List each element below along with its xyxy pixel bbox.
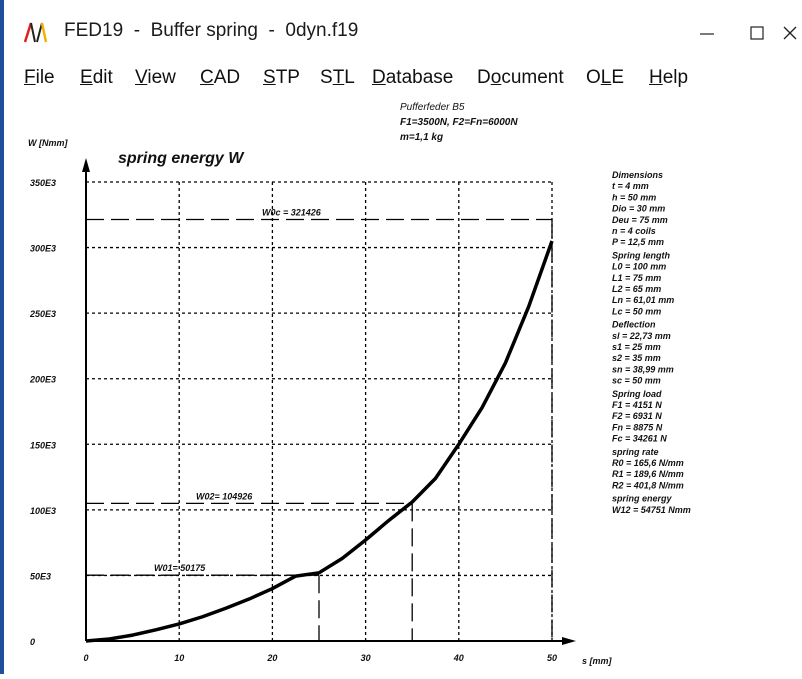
side-panel-line: Lc = 50 mm (612, 306, 661, 316)
maximize-button[interactable] (734, 8, 780, 58)
menu-stp[interactable]: STP (263, 67, 300, 88)
close-button[interactable] (778, 8, 802, 58)
side-panel-line: sn = 38,99 mm (612, 364, 674, 374)
energy-curve-group (85, 240, 554, 643)
annotation-label: W01= 50175 (154, 563, 206, 573)
minimize-button[interactable] (684, 8, 730, 58)
window-title: FED19 - Buffer spring - 0dyn.f19 (64, 20, 359, 41)
side-panel-line: R2 = 401,8 N/mm (612, 480, 684, 490)
y-tick-label: 0 (30, 637, 35, 647)
x-tick-labels: 0 10 20 30 40 50 (83, 653, 557, 663)
y-tick-label: 150E3 (30, 440, 56, 450)
y-tick-label: 200E3 (29, 375, 56, 385)
header-info: Pufferfeder B5 F1=3500N, F2=Fn=6000N m=1… (400, 102, 518, 143)
side-panel-line: R0 = 165,6 N/mm (612, 458, 684, 468)
x-tick-label: 20 (266, 653, 277, 663)
y-axis-label: W [Nmm] (28, 138, 68, 148)
side-panel-line: n = 4 coils (612, 226, 656, 236)
side-panel-line: L2 = 65 mm (612, 284, 661, 294)
maximize-icon (750, 26, 764, 40)
menu-help[interactable]: Help (649, 67, 689, 88)
spring-energy-chart: Pufferfeder B5 F1=3500N, F2=Fn=6000N m=1… (28, 102, 691, 666)
energy-curve (85, 240, 554, 643)
y-tick-labels: 0 50E3 100E3 150E3 200E3 250E3 300E3 350E3 (29, 178, 56, 647)
menu-edit[interactable]: Edit (80, 67, 113, 88)
menu-document[interactable]: Document (477, 67, 564, 88)
header-line-1: Pufferfeder B5 (400, 102, 465, 113)
side-panel-heading: spring energy (612, 494, 673, 504)
chart-title: spring energy W (118, 150, 245, 167)
side-panel-line: Fc = 34261 N (612, 434, 667, 444)
menu-bar: File Edit View CAD STP STL Database Docu… (4, 62, 802, 98)
side-panel-line: t = 4 mm (612, 181, 649, 191)
minimize-icon (700, 33, 714, 35)
side-panel-heading: Dimensions (612, 170, 663, 180)
header-line-3: m=1,1 kg (400, 132, 443, 143)
side-panel-heading: Deflection (612, 320, 656, 330)
menu-view[interactable]: View (135, 67, 176, 88)
fed-app-icon (23, 22, 48, 43)
annotation-label: W0c = 321426 (262, 207, 322, 217)
y-tick-label: 50E3 (30, 571, 51, 581)
side-panel-line: sl = 22,73 mm (612, 331, 671, 341)
side-panel-heading: Spring length (612, 250, 670, 260)
header-line-2: F1=3500N, F2=Fn=6000N (400, 117, 518, 128)
side-panel-line: s1 = 25 mm (612, 342, 661, 352)
side-panel-line: Dio = 30 mm (612, 204, 665, 214)
x-tick-label: 40 (453, 653, 464, 663)
x-axis-label: s [mm] (582, 656, 613, 666)
menu-cad[interactable]: CAD (200, 67, 241, 88)
menu-stl[interactable]: STL (320, 67, 355, 88)
side-panel-line: Ln = 61,01 mm (612, 295, 674, 305)
side-panel-line: F2 = 6931 N (612, 411, 662, 421)
side-panel-line: h = 50 mm (612, 192, 656, 202)
side-panel-line: P = 12,5 mm (612, 237, 664, 247)
menu-file[interactable]: File (24, 67, 55, 88)
annotations: W01= 50175 W02= 104926 W0c = 321426 (86, 207, 553, 641)
window-accent-border (0, 0, 4, 674)
side-panel-line: R1 = 189,6 N/mm (612, 469, 684, 479)
annotation-label: W02= 104926 (196, 491, 253, 501)
x-tick-label: 10 (174, 653, 184, 663)
side-panel-line: s2 = 35 mm (612, 353, 661, 363)
side-panel-line: W12 = 54751 Nmm (612, 505, 691, 515)
axes (82, 158, 576, 645)
side-panel-heading: Spring load (612, 389, 662, 399)
title-bar[interactable]: FED19 - Buffer spring - 0dyn.f19 (4, 0, 802, 62)
side-panel-line: Fn = 8875 N (612, 422, 663, 432)
side-panel-line: L1 = 75 mm (612, 273, 661, 283)
side-panel-line: F1 = 4151 N (612, 400, 662, 410)
y-tick-label: 250E3 (29, 309, 56, 319)
x-tick-label: 50 (547, 653, 557, 663)
side-panel-line: L0 = 100 mm (612, 262, 666, 272)
x-axis-arrow (562, 637, 576, 645)
chart-area: Pufferfeder B5 F1=3500N, F2=Fn=6000N m=1… (4, 98, 802, 674)
y-axis-arrow (82, 158, 90, 172)
menu-ole[interactable]: OLE (586, 67, 625, 88)
y-tick-label: 100E3 (30, 506, 56, 516)
y-tick-label: 350E3 (30, 178, 56, 188)
close-icon (783, 26, 797, 40)
side-panel-line: Deu = 75 mm (612, 215, 668, 225)
menu-database[interactable]: Database (372, 67, 454, 88)
side-panel-line: sc = 50 mm (612, 376, 661, 386)
y-tick-label: 300E3 (30, 244, 56, 254)
x-tick-label: 30 (361, 653, 371, 663)
side-panel-heading: spring rate (612, 447, 659, 457)
x-tick-label: 0 (83, 653, 88, 663)
